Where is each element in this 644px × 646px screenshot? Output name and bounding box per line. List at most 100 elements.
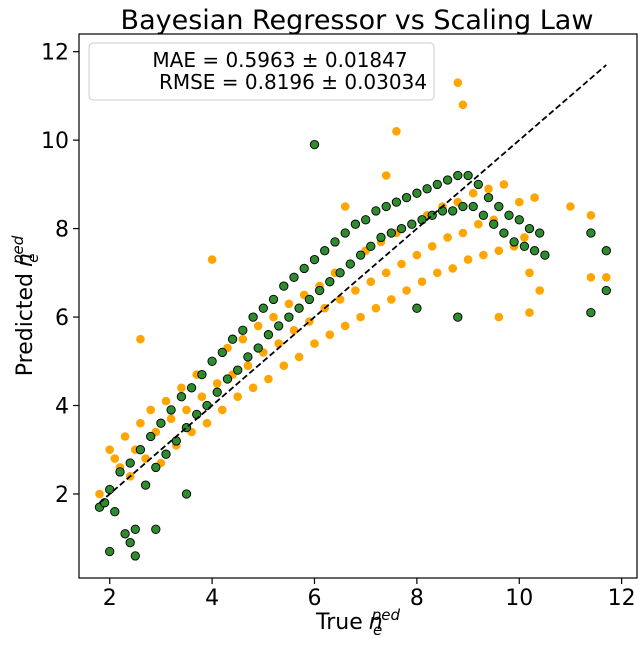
x-axis-label-symbol: n <box>369 610 383 635</box>
y-tick-label-2: 2 <box>55 483 69 508</box>
point-series-1-73 <box>473 219 483 229</box>
y-tick-label-8: 8 <box>55 218 69 243</box>
point-series-2-21 <box>197 369 207 380</box>
point-series-1-98 <box>525 308 534 317</box>
point-series-2-93 <box>309 139 320 150</box>
point-series-2-36 <box>274 321 284 331</box>
point-series-1-94 <box>340 202 350 211</box>
point-series-2-77 <box>483 192 494 203</box>
point-series-2-3 <box>110 507 120 517</box>
point-series-1-0 <box>95 489 104 499</box>
point-series-2-98 <box>453 312 463 322</box>
point-series-2-4 <box>115 467 125 477</box>
scatter-points <box>94 78 611 561</box>
x-tick-label-12: 12 <box>608 586 636 611</box>
point-series-1-7 <box>136 418 145 428</box>
axis-ticks: 2 4 6 8 10 12 2 4 6 8 10 12 <box>41 41 636 611</box>
point-series-1-30 <box>253 321 263 331</box>
x-axis-label-main: True <box>315 610 363 635</box>
point-series-1-4 <box>120 432 130 441</box>
y-tick-label-6: 6 <box>55 306 69 331</box>
point-series-2-67 <box>432 179 442 190</box>
point-series-2-92 <box>586 307 596 318</box>
point-series-2-48 <box>335 268 345 278</box>
chart-title: Bayesian Regressor vs Scaling Law <box>121 5 594 36</box>
point-series-2-79 <box>494 201 504 212</box>
y-axis-label: Predicted npede <box>9 235 42 376</box>
point-series-2-87 <box>535 228 545 238</box>
point-series-1-55 <box>381 268 391 278</box>
point-series-1-84 <box>530 193 539 202</box>
point-series-1-83 <box>525 268 534 278</box>
x-tick-label-4: 4 <box>205 586 219 611</box>
point-series-2-29 <box>238 325 248 335</box>
point-series-2-45 <box>320 246 330 256</box>
point-series-1-68 <box>448 264 458 273</box>
point-series-2-32 <box>253 343 263 353</box>
point-series-2-53 <box>361 215 371 225</box>
point-series-2-23 <box>207 356 217 366</box>
x-axis-label-sub: e <box>373 621 382 639</box>
point-series-2-7 <box>125 458 135 468</box>
point-series-2-24 <box>212 387 222 397</box>
mae-text: MAE = 0.5963 ± 0.01847 <box>152 48 407 72</box>
point-series-1-41 <box>310 339 319 348</box>
point-series-2-15 <box>166 405 176 415</box>
point-series-2-85 <box>524 223 535 234</box>
point-series-2-76 <box>478 210 489 220</box>
point-series-2-81 <box>504 210 514 220</box>
point-series-2-60 <box>396 223 407 234</box>
point-series-1-26 <box>233 392 242 402</box>
point-series-1-35 <box>279 361 289 371</box>
point-series-2-90 <box>601 246 611 256</box>
point-series-2-57 <box>381 201 391 212</box>
point-series-2-35 <box>268 294 279 305</box>
point-series-1-82 <box>520 233 529 242</box>
point-series-1-28 <box>243 361 253 371</box>
point-series-1-64 <box>427 242 437 251</box>
point-series-2-72 <box>458 201 468 212</box>
point-series-1-32 <box>264 374 273 384</box>
point-series-1-15 <box>177 383 186 393</box>
point-series-1-22 <box>212 379 222 388</box>
point-series-1-99 <box>381 171 391 180</box>
point-series-2-65 <box>422 184 432 194</box>
point-series-1-85 <box>535 286 545 295</box>
point-series-1-56 <box>386 295 396 304</box>
point-series-1-1 <box>105 445 114 455</box>
point-series-1-71 <box>463 255 473 264</box>
point-series-1-13 <box>166 414 176 424</box>
point-series-1-59 <box>402 286 411 295</box>
point-series-1-47 <box>340 321 350 331</box>
point-series-2-97 <box>105 546 115 557</box>
point-series-2-41 <box>299 263 309 274</box>
point-series-2-82 <box>509 237 519 247</box>
point-series-2-91 <box>601 285 611 296</box>
point-series-1-16 <box>182 405 191 415</box>
point-series-2-55 <box>371 206 381 216</box>
point-series-2-78 <box>489 219 499 229</box>
point-series-1-81 <box>514 197 524 207</box>
point-series-1-88 <box>586 211 596 220</box>
point-series-2-11 <box>146 431 156 442</box>
reference-line-group <box>98 64 607 504</box>
point-series-2-47 <box>330 237 340 247</box>
point-series-1-33 <box>269 312 278 322</box>
point-series-1-49 <box>351 286 360 295</box>
point-series-2-89 <box>586 228 596 238</box>
y-axis-label-symbol: n <box>13 253 38 267</box>
point-series-2-13 <box>156 418 166 428</box>
point-series-1-87 <box>566 202 575 211</box>
point-series-1-53 <box>371 303 381 313</box>
point-series-2-63 <box>412 188 422 198</box>
point-series-1-97 <box>494 312 504 322</box>
point-series-1-38 <box>294 352 304 362</box>
point-series-1-70 <box>458 228 468 238</box>
x-axis-label: True nped e <box>315 606 400 639</box>
point-series-2-52 <box>355 250 366 260</box>
point-series-1-95 <box>207 255 217 264</box>
point-series-2-86 <box>529 246 540 256</box>
point-series-2-54 <box>366 241 376 251</box>
x-axis-label-sup: ped <box>371 606 401 624</box>
point-series-2-71 <box>453 170 463 181</box>
